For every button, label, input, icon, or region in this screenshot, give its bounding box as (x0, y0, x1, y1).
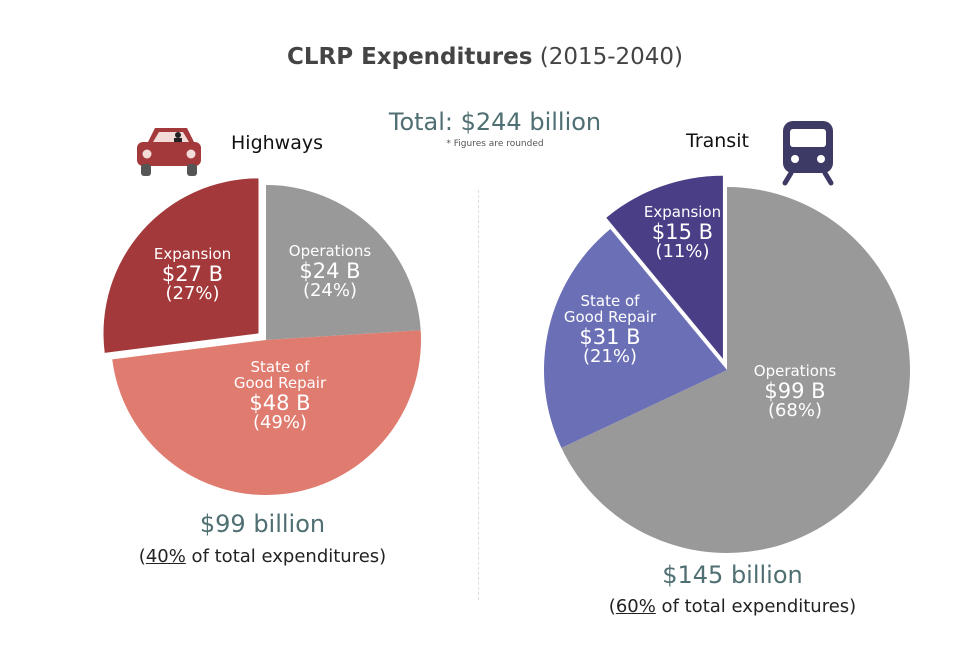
divider (478, 190, 479, 600)
rounding-note: * Figures are rounded (446, 139, 544, 149)
highways-total: $99 billion (199, 510, 326, 538)
highways-operations-label: Operations $24 B (24%) (288, 242, 372, 301)
transit-title: Transit (686, 130, 749, 152)
pie-slice-expansion (606, 175, 723, 359)
car-icon (137, 128, 201, 176)
total-label: Total: $244 billion (388, 108, 602, 136)
transit-expansion-label: Expansion $15 B (11%) (643, 203, 722, 262)
pie-slice-operations (561, 187, 910, 553)
highways-expansion-label: Expansion $27 B (27%) (153, 245, 232, 304)
title-range: (2015-2040) (539, 44, 684, 70)
transit-operations-label: Operations $99 B (68%) (753, 362, 837, 421)
highways-share: (40% of total expenditures) (138, 546, 387, 567)
transit-total: $145 billion (662, 561, 803, 589)
highways-sgr-label: State of Good Repair $48 B (49%) (233, 358, 327, 433)
train-icon (782, 121, 834, 186)
highways-title: Highways (231, 132, 323, 154)
pie-slice-expansion (103, 178, 259, 353)
pie-slice-state-of-good-repair (112, 330, 421, 495)
title-bold: CLRP Expenditures (286, 44, 533, 70)
transit-share: (60% of total expenditures) (608, 596, 857, 617)
highways-pie (103, 178, 421, 495)
transit-sgr-label: State of Good Repair $31 B (21%) (563, 292, 657, 367)
page-title: CLRP Expenditures (2015-2040) (0, 44, 958, 70)
pie-slice-state-of-good-repair (544, 228, 727, 448)
pie-slice-operations (266, 185, 421, 340)
transit-pie (544, 175, 910, 553)
